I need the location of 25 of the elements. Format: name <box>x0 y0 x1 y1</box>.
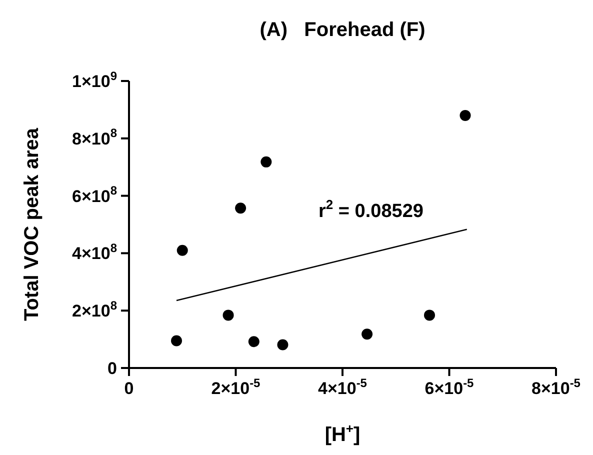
y-axis-title: Total VOC peak area <box>21 127 43 322</box>
point <box>222 310 234 321</box>
point <box>362 328 373 340</box>
point <box>424 310 435 321</box>
x-tick-label: 6×10$^{-5}$ <box>424 376 474 398</box>
x-tick-label: 2×10$^{-5}$ <box>211 376 261 398</box>
point <box>248 336 260 348</box>
point <box>460 110 471 121</box>
y-tick-label: 4×10$^{8}$ <box>72 241 118 264</box>
point <box>176 244 188 256</box>
point <box>235 202 246 214</box>
annotation: r$^{2}$ = 0.08529 <box>318 197 424 222</box>
y-tick-label: 6×10$^{8}$ <box>72 184 118 206</box>
y-tick-label: 8×10$^{8}$ <box>72 126 118 148</box>
x-tick-label: 8×10$^{-5}$ <box>532 376 581 398</box>
x-tick-label: 4×10$^{-5}$ <box>318 376 368 398</box>
point <box>260 156 272 168</box>
point <box>277 339 288 350</box>
y-tick-label: 0 <box>108 359 117 378</box>
point <box>171 335 182 346</box>
y-tick-label: 2×10$^{8}$ <box>72 298 118 321</box>
x-axis-title: [H$^{+}$] <box>324 421 360 446</box>
chart-title: (A) Forehead (F) <box>260 19 426 41</box>
y-tick-label: 1×10$^{9}$ <box>72 68 118 91</box>
x-tick-label: 0 <box>124 379 134 398</box>
